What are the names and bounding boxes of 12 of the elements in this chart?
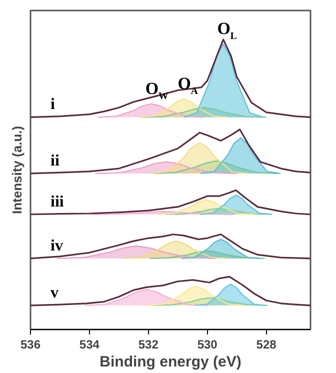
series-label: i xyxy=(50,96,56,114)
y-axis-title: Intensity (a.u.) xyxy=(10,126,24,214)
series-label: iv xyxy=(50,237,63,254)
x-tick-label: 534 xyxy=(79,338,100,352)
x-axis-title: Binding energy (eV) xyxy=(100,354,242,370)
x-tick-label: 536 xyxy=(20,338,41,352)
x-tick-label: 530 xyxy=(197,338,218,352)
series-label: ii xyxy=(50,152,60,170)
x-tick-label: 528 xyxy=(256,338,277,352)
series-label: v xyxy=(50,284,58,302)
x-tick-label: 532 xyxy=(138,338,159,352)
series-label: iii xyxy=(50,193,64,210)
